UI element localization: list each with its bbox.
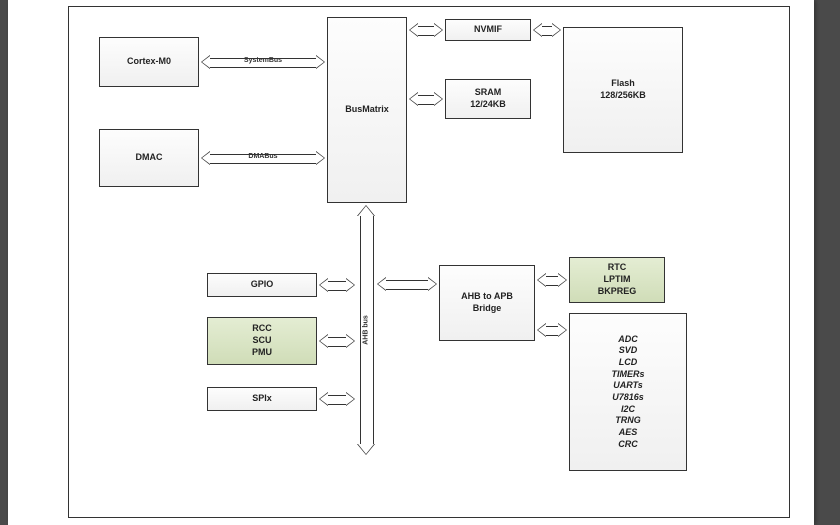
label-busmatrix: BusMatrix bbox=[345, 104, 389, 116]
label-nvmif: NVMIF bbox=[474, 24, 502, 36]
block-busmatrix: BusMatrix bbox=[327, 17, 407, 203]
arrow-bridge-rtc bbox=[537, 273, 567, 287]
block-gpio: GPIO bbox=[207, 273, 317, 297]
label-dmac: DMAC bbox=[136, 152, 163, 164]
arrow-ahb-bus: AHB bus bbox=[357, 205, 375, 455]
arrow-spix-bus bbox=[319, 392, 355, 406]
block-rcc-scu-pmu: RCCSCUPMU bbox=[207, 317, 317, 365]
label-flash: Flash128/256KB bbox=[600, 78, 646, 101]
arrow-bm-nvmif bbox=[409, 23, 443, 37]
label-gpio: GPIO bbox=[251, 279, 274, 291]
arrow-bm-sram bbox=[409, 92, 443, 106]
arrow-dmabus: DMABus bbox=[201, 151, 325, 169]
block-spix: SPIx bbox=[207, 387, 317, 411]
block-peripherals: ADCSVDLCDTIMERsUARTsU7816sI2CTRNGAESCRC bbox=[569, 313, 687, 471]
block-rtc-lptim-bkpreg: RTCLPTIMBKPREG bbox=[569, 257, 665, 303]
arrow-bridge-periph bbox=[537, 323, 567, 337]
arrow-systembus: SystemBus bbox=[201, 55, 325, 73]
block-flash: Flash128/256KB bbox=[563, 27, 683, 153]
arrow-label-ahbbus: AHB bus bbox=[363, 315, 370, 345]
label-rtc: RTCLPTIMBKPREG bbox=[598, 262, 637, 297]
block-dmac: DMAC bbox=[99, 129, 199, 187]
block-nvmif: NVMIF bbox=[445, 19, 531, 41]
block-cortex-m0: Cortex-M0 bbox=[99, 37, 199, 87]
arrow-gpio-bus bbox=[319, 278, 355, 292]
arrow-rcc-bus bbox=[319, 334, 355, 348]
arrow-label-dmabus: DMABus bbox=[201, 153, 325, 160]
page-sheet: Cortex-M0 DMAC BusMatrix NVMIF SRAM12/24… bbox=[8, 0, 814, 525]
block-ahb-apb-bridge: AHB to APBBridge bbox=[439, 265, 535, 341]
label-spix: SPIx bbox=[252, 393, 272, 405]
block-sram: SRAM12/24KB bbox=[445, 79, 531, 119]
arrow-bus-bridge bbox=[377, 277, 437, 291]
arrow-nvmif-flash bbox=[533, 23, 561, 37]
diagram-canvas: Cortex-M0 DMAC BusMatrix NVMIF SRAM12/24… bbox=[68, 6, 790, 518]
label-cortex-m0: Cortex-M0 bbox=[127, 56, 171, 68]
label-rcc-scu-pmu: RCCSCUPMU bbox=[252, 323, 272, 358]
label-bridge: AHB to APBBridge bbox=[461, 291, 513, 314]
label-peripherals: ADCSVDLCDTIMERsUARTsU7816sI2CTRNGAESCRC bbox=[611, 334, 644, 451]
arrow-label-systembus: SystemBus bbox=[201, 57, 325, 64]
label-sram: SRAM12/24KB bbox=[470, 87, 506, 110]
